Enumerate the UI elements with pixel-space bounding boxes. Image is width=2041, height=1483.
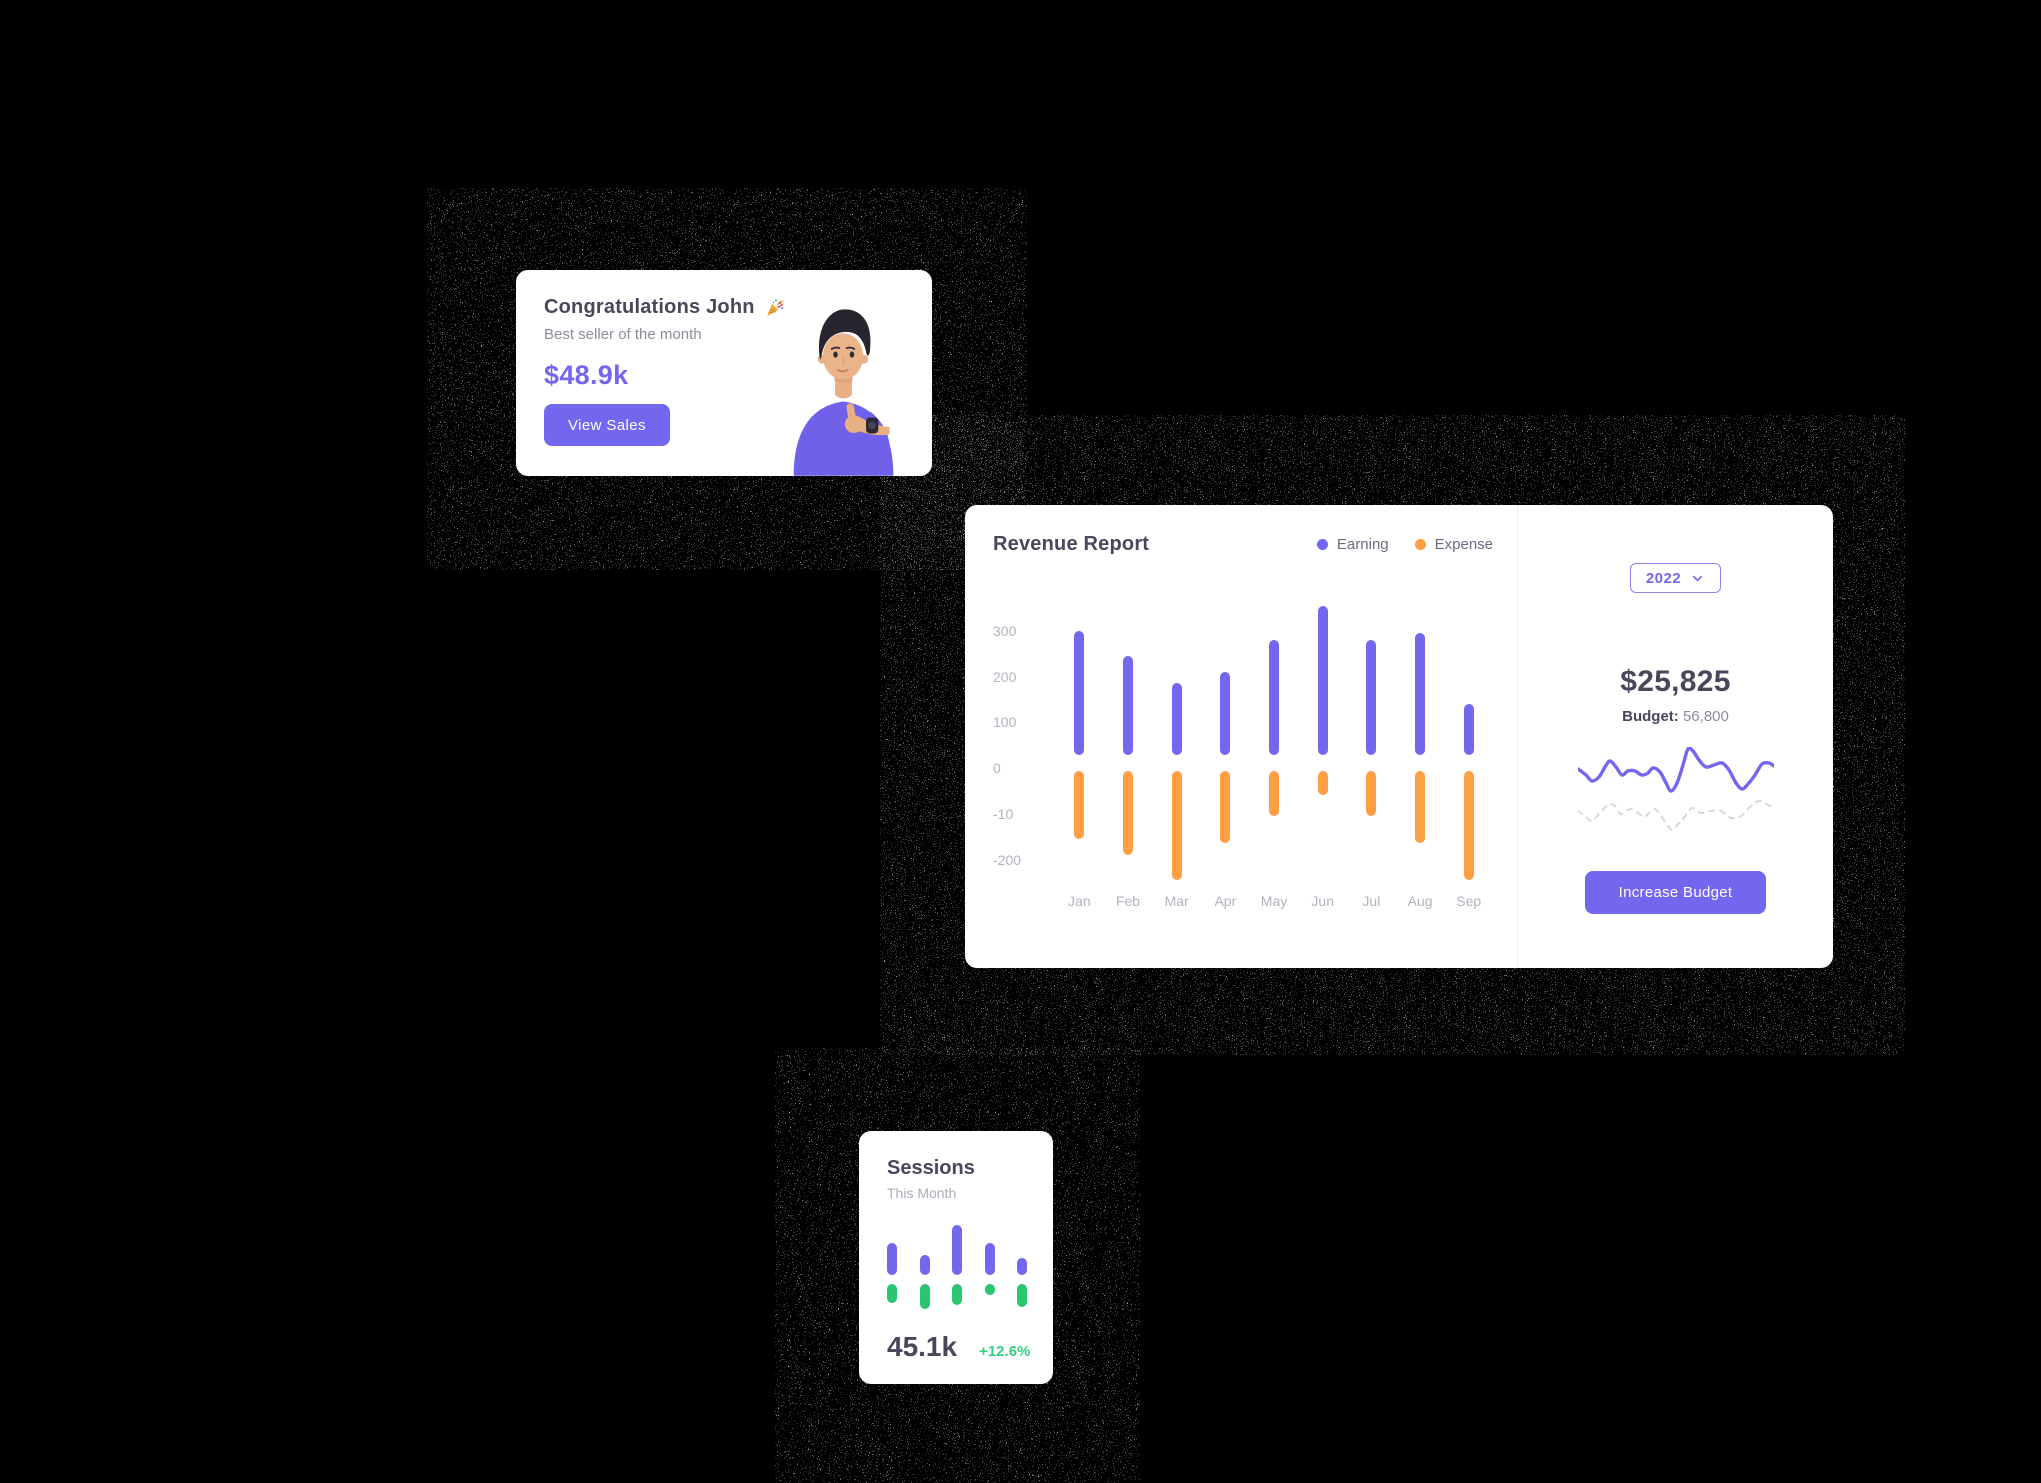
earning-bar (1269, 640, 1280, 755)
congratulations-title: Congratulations John (544, 296, 904, 319)
budget-sparkline-chart (1577, 747, 1774, 831)
sessions-bar-green (984, 1284, 995, 1295)
revenue-chart-section: Revenue Report Earning Expense 300 200 100… (965, 505, 1517, 968)
vertical-divider (1517, 505, 1518, 968)
earning-bar (1074, 630, 1085, 755)
x-axis-label: Jan (1068, 893, 1091, 909)
expense-bar (1317, 771, 1328, 796)
expense-legend-dot (1414, 539, 1426, 550)
revenue-bar-group (1250, 606, 1299, 881)
sessions-bar-purple (919, 1255, 930, 1275)
revenue-plot-area (1055, 605, 1493, 881)
earning-bar (1123, 656, 1133, 755)
sessions-bars-top (887, 1223, 1027, 1275)
budget-dashed-line (1577, 799, 1774, 831)
earning-bar (1415, 633, 1426, 755)
x-axis-label: Jun (1311, 893, 1334, 909)
earning-legend-label: Earning (1336, 536, 1389, 553)
expense-bar (1220, 771, 1231, 844)
y-axis-tick: 300 (993, 623, 1017, 639)
x-axis-label: Feb (1115, 893, 1141, 909)
y-axis-tick: 0 (993, 760, 1001, 777)
revenue-bar-group (1055, 606, 1104, 881)
expense-legend-label: Expense (1434, 536, 1493, 553)
revenue-x-axis: Jan Feb Mar Apr May Jun Jul Aug Sep (1055, 893, 1493, 909)
x-axis-label: Sep (1456, 893, 1482, 909)
sessions-bars-bottom (887, 1284, 1027, 1310)
sessions-bar-purple (1017, 1258, 1027, 1275)
revenue-y-axis: 300 200 100 0 -10 -200 (993, 606, 1037, 881)
chevron-down-icon (1693, 575, 1703, 581)
revenue-bar-chart: 300 200 100 0 -10 -200 Jan Feb Mar Apr May Jun Jul A… (993, 605, 1493, 909)
sessions-bar-green (1017, 1284, 1027, 1307)
expense-bar (1171, 771, 1182, 880)
expense-bar (1366, 771, 1377, 816)
expense-bar (1123, 771, 1133, 855)
earning-bar (1171, 683, 1182, 755)
year-selector-label: 2022 (1645, 569, 1682, 587)
sessions-bar-green (887, 1284, 897, 1303)
earning-bar (1463, 704, 1474, 755)
revenue-legend: Earning Expense (1316, 536, 1493, 553)
revenue-bar-group (1152, 606, 1201, 881)
budget-line: Budget: 56,800 (1622, 708, 1729, 725)
y-axis-tick: 100 (993, 714, 1017, 731)
earning-bar (1366, 640, 1377, 755)
x-axis-label: Apr (1214, 893, 1237, 909)
x-axis-label: Aug (1407, 893, 1433, 909)
expense-bar (1463, 771, 1474, 880)
congratulations-card: Congratulations John Best seller of the … (516, 270, 932, 476)
x-axis-label: May (1260, 893, 1288, 909)
sessions-bar-purple (952, 1225, 962, 1275)
sessions-card: Sessions This Month 45.1k +12.6% (859, 1131, 1053, 1384)
expense-bar (1074, 771, 1085, 839)
sessions-bar-green (952, 1284, 962, 1305)
actual-solid-line (1577, 747, 1774, 793)
sessions-title: Sessions (887, 1157, 975, 1179)
revenue-report-card: Revenue Report Earning Expense 300 200 100… (965, 505, 1833, 968)
budget-value: 56,800 (1682, 708, 1729, 725)
sessions-subtitle: This Month (887, 1185, 957, 1201)
expense-bar (1269, 771, 1280, 816)
revenue-bar-group (1396, 606, 1445, 881)
sessions-bar-green (919, 1284, 930, 1309)
revenue-bar-group (1201, 606, 1250, 881)
legend-item-expense[interactable]: Expense (1414, 536, 1493, 553)
sessions-bar-purple (887, 1243, 897, 1275)
earning-legend-dot (1316, 539, 1328, 550)
y-axis-tick: -200 (993, 851, 1022, 868)
earning-bar (1317, 605, 1328, 755)
legend-item-earning[interactable]: Earning (1316, 536, 1389, 553)
party-popper-icon (766, 298, 784, 316)
revenue-bar-group (1104, 606, 1153, 881)
revenue-bar-group (1347, 606, 1396, 881)
sessions-value: 45.1k (887, 1331, 958, 1362)
increase-budget-button[interactable]: Increase Budget (1584, 871, 1767, 914)
congratulations-title-text: Congratulations John (544, 296, 755, 318)
x-axis-label: Mar (1164, 893, 1189, 909)
expense-bar (1415, 771, 1426, 844)
view-sales-button[interactable]: View Sales (544, 404, 670, 446)
congratulations-subtitle: Best seller of the month (544, 326, 702, 343)
revenue-report-title: Revenue Report (993, 533, 1150, 555)
y-axis-tick: -10 (993, 805, 1014, 822)
sessions-delta-badge: +12.6% (979, 1343, 1031, 1360)
y-axis-tick: 200 (993, 668, 1017, 685)
budget-label: Budget: (1622, 708, 1679, 725)
sessions-spark-chart (887, 1223, 1027, 1310)
revenue-summary-section: 2022 $25,825 Budget: 56,800 Increase Bud… (1518, 505, 1833, 968)
john-avatar-illustration (793, 309, 894, 476)
congratulations-amount: $48.9k (544, 360, 629, 390)
sessions-bar-purple (984, 1243, 995, 1275)
revenue-bar-group (1444, 606, 1493, 881)
year-selector-dropdown[interactable]: 2022 (1629, 563, 1722, 593)
revenue-bar-group (1298, 605, 1347, 881)
earning-bar (1220, 672, 1231, 755)
revenue-total-value: $25,825 (1620, 665, 1731, 698)
x-axis-label: Jul (1362, 893, 1381, 909)
